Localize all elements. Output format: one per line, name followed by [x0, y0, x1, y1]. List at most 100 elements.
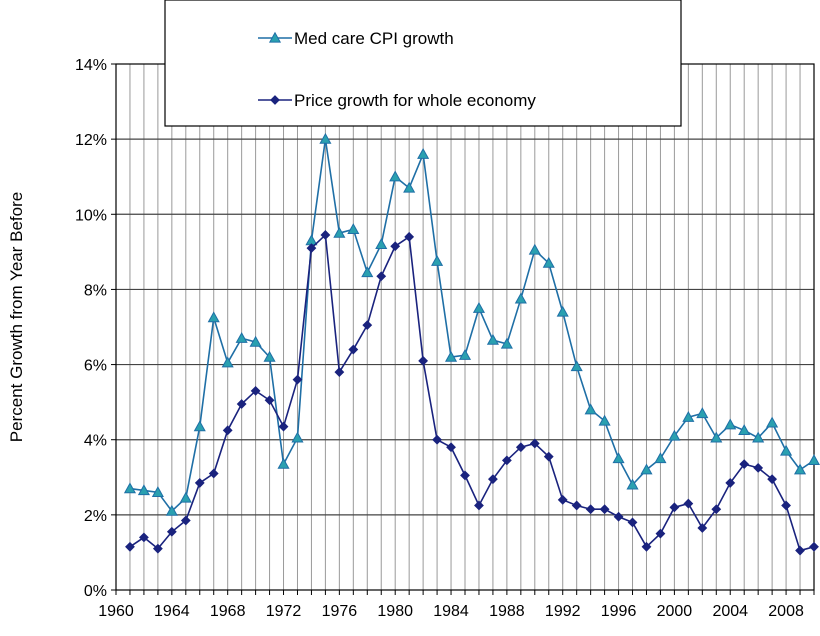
- data-point-triangle: [528, 243, 541, 255]
- data-point-diamond: [641, 541, 652, 552]
- x-tick-label: 1984: [433, 603, 469, 620]
- data-point-triangle: [542, 256, 555, 268]
- data-point-triangle: [807, 454, 820, 466]
- data-point-triangle: [249, 335, 262, 347]
- data-point-triangle: [235, 332, 248, 343]
- y-tick-label: 6%: [84, 358, 107, 375]
- data-point-diamond: [571, 500, 582, 511]
- data-point-triangle: [570, 360, 583, 372]
- data-point-triangle: [486, 333, 499, 345]
- y-tick-label: 4%: [84, 433, 107, 450]
- x-tick-label: 2008: [768, 603, 804, 620]
- data-point-triangle: [193, 420, 206, 432]
- data-point-diamond: [781, 500, 791, 511]
- data-point-triangle: [514, 292, 527, 304]
- data-point-diamond: [711, 504, 722, 515]
- data-point-triangle: [612, 452, 625, 464]
- grid: [116, 64, 814, 590]
- data-point-triangle: [724, 418, 737, 430]
- legend-item: Price growth for whole economy: [258, 91, 536, 110]
- data-point-diamond: [418, 355, 429, 366]
- x-tick-label: 1960: [98, 603, 134, 620]
- data-point-triangle: [417, 147, 430, 159]
- data-point-diamond: [180, 515, 191, 526]
- data-point-diamond: [739, 459, 750, 470]
- data-point-diamond: [270, 95, 280, 105]
- data-point-diamond: [334, 367, 345, 377]
- data-point-diamond: [809, 541, 819, 552]
- data-point-diamond: [250, 385, 261, 396]
- data-point-triangle: [766, 416, 779, 428]
- data-point-diamond: [194, 478, 205, 488]
- data-point-diamond: [432, 434, 442, 445]
- data-point-triangle: [137, 484, 150, 496]
- data-point-triangle: [389, 170, 402, 182]
- data-point-triangle: [347, 223, 360, 234]
- data-point-triangle: [333, 226, 346, 238]
- data-point-triangle: [710, 431, 723, 443]
- data-point-diamond: [669, 502, 680, 513]
- data-point-diamond: [753, 462, 764, 473]
- legend: Med care CPI growth Price growth for whol…: [164, 0, 682, 127]
- data-point-diamond: [236, 399, 247, 409]
- data-point-triangle: [221, 356, 234, 368]
- data-point-diamond: [655, 528, 666, 539]
- data-point-triangle: [207, 311, 220, 323]
- data-point-triangle: [123, 482, 137, 494]
- data-point-triangle: [291, 431, 304, 443]
- data-point-triangle: [556, 305, 569, 317]
- y-tick-label: 2%: [84, 508, 107, 525]
- y-tick-label: 8%: [84, 282, 107, 299]
- data-point-triangle: [752, 431, 765, 443]
- x-tick-label: 1976: [322, 603, 358, 620]
- data-point-triangle: [584, 403, 597, 415]
- data-point-diamond: [390, 241, 401, 252]
- series-layer: [123, 132, 820, 556]
- y-tick-label: 10%: [75, 207, 107, 224]
- data-point-triangle: [268, 31, 282, 43]
- data-point-diamond: [795, 545, 805, 556]
- y-axis: 0% 2% 4% 6% 8% 10% 12% 14%: [75, 57, 116, 600]
- y-tick-label: 12%: [75, 132, 107, 149]
- x-axis: 1960 1964 1968 1972 1976 1980 1984 1988 1992 1996…: [98, 590, 815, 620]
- data-point-diamond: [446, 442, 456, 453]
- data-point-triangle: [793, 463, 807, 475]
- data-point-diamond: [320, 230, 331, 240]
- data-point-diamond: [683, 498, 694, 509]
- data-point-triangle: [151, 486, 164, 497]
- data-point-diamond: [543, 451, 554, 462]
- data-point-triangle: [696, 407, 709, 419]
- data-point-triangle: [403, 181, 416, 193]
- y-tick-label: 14%: [75, 57, 107, 74]
- data-point-diamond: [767, 474, 778, 485]
- data-point-diamond: [557, 494, 568, 505]
- data-point-triangle: [444, 350, 458, 362]
- data-point-diamond: [208, 468, 219, 479]
- data-point-triangle: [682, 410, 695, 422]
- legend-label: Med care CPI growth: [294, 29, 454, 48]
- data-point-diamond: [404, 231, 415, 242]
- data-point-triangle: [738, 424, 751, 435]
- data-point-diamond: [585, 504, 596, 515]
- data-point-triangle: [668, 429, 681, 441]
- data-point-diamond: [278, 421, 289, 432]
- data-point-triangle: [780, 444, 793, 456]
- data-point-triangle: [179, 491, 192, 503]
- data-point-triangle: [472, 301, 486, 313]
- y-axis-title: Percent Growth from Year Before: [7, 192, 26, 442]
- x-tick-label: 1968: [210, 603, 246, 620]
- data-point-diamond: [222, 425, 233, 436]
- data-point-triangle: [458, 348, 472, 360]
- data-point-diamond: [529, 438, 540, 449]
- data-point-triangle: [165, 504, 178, 516]
- series-whole-economy: [125, 230, 819, 556]
- data-point-diamond: [599, 504, 610, 515]
- data-point-diamond: [474, 500, 484, 511]
- data-point-triangle: [500, 337, 513, 349]
- x-tick-label: 1992: [545, 603, 581, 620]
- legend-box: [164, 0, 682, 127]
- data-point-triangle: [375, 238, 388, 250]
- data-point-diamond: [460, 470, 470, 481]
- data-point-diamond: [613, 511, 624, 522]
- data-point-triangle: [263, 350, 276, 362]
